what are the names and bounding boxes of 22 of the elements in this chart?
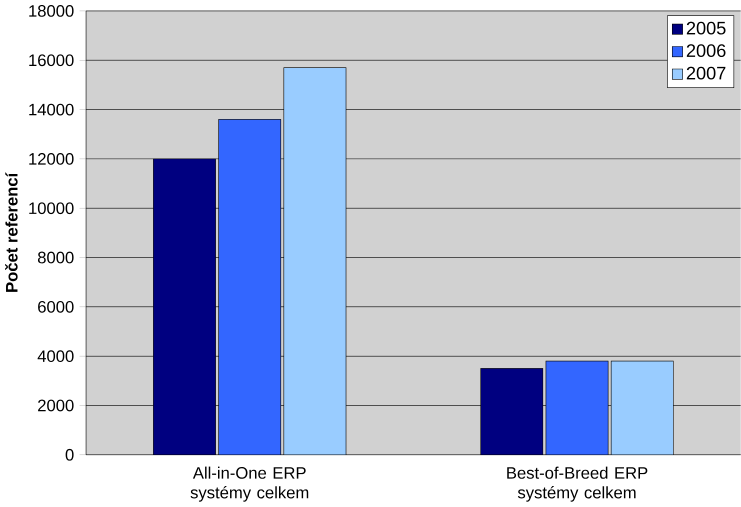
legend-label: 2007 — [686, 66, 726, 80]
y-tick-label: 4000 — [38, 350, 74, 362]
x-tick-label: All-in-One ERP systémy celkem — [190, 466, 308, 502]
y-tick-label: 18000 — [29, 5, 74, 17]
legend-label: 2006 — [686, 44, 726, 58]
y-tick-label: 10000 — [29, 202, 74, 214]
y-tick-label: 14000 — [29, 104, 74, 116]
bar — [480, 368, 544, 455]
legend-label: 2005 — [686, 22, 726, 35]
bar — [546, 360, 608, 455]
bar — [284, 67, 346, 455]
y-axis-title: Počet referencí — [5, 172, 18, 292]
y-tick-label: 16000 — [29, 54, 74, 66]
bar — [218, 119, 282, 455]
y-tick-label: 12000 — [29, 153, 74, 165]
y-tick-label: 8000 — [38, 252, 74, 264]
y-tick-label: 0 — [66, 449, 74, 461]
y-tick-label: 6000 — [38, 301, 74, 313]
y-tick-label: 2000 — [38, 400, 74, 412]
x-tick-label: Best-of-Breed ERP systémy celkem — [507, 466, 648, 502]
bar — [610, 360, 674, 455]
bar — [153, 158, 216, 455]
